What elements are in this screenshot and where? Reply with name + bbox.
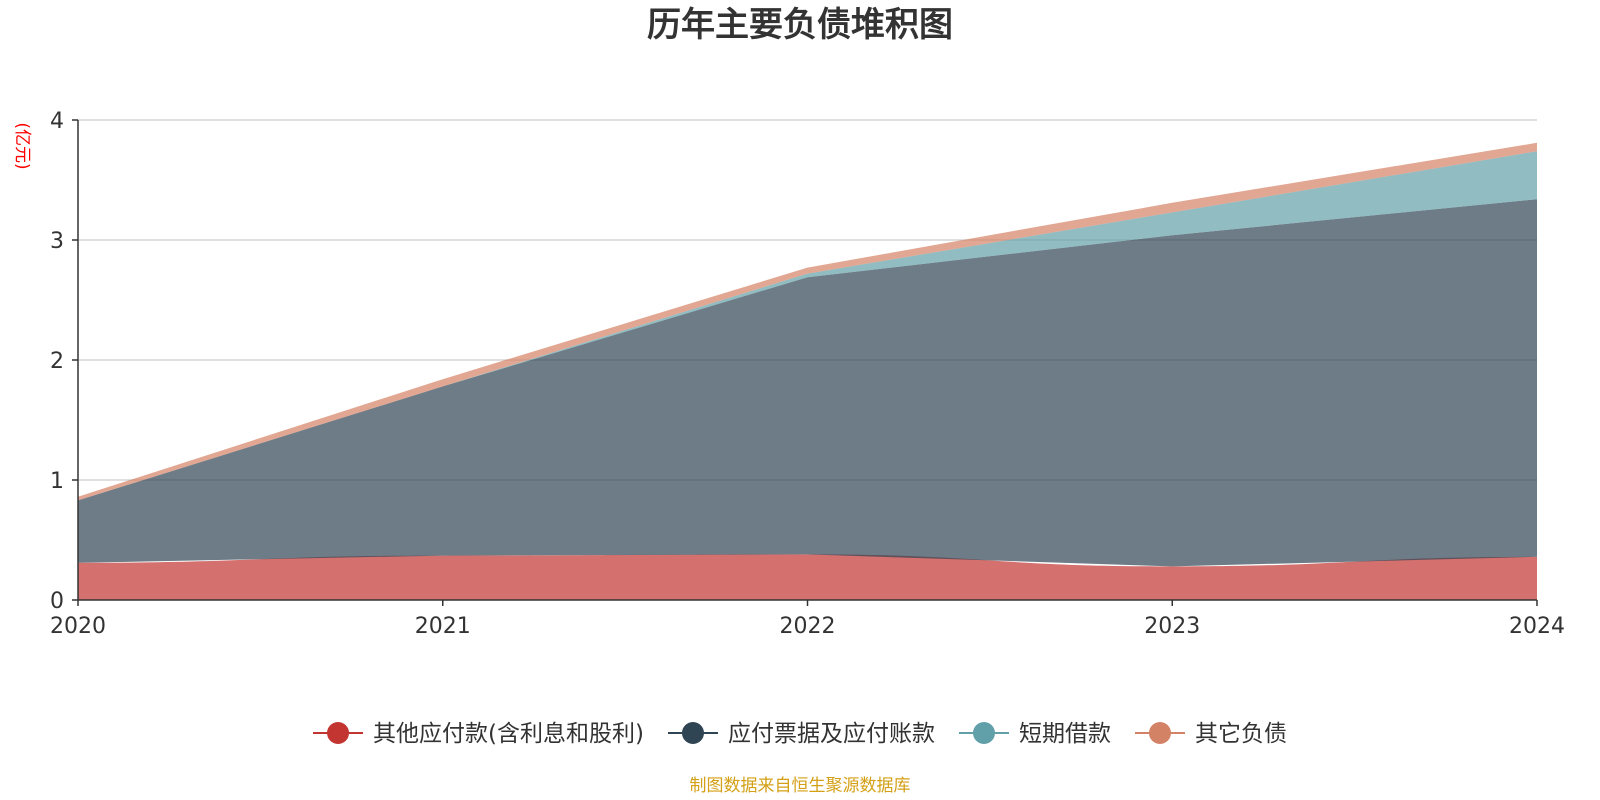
x-tick-label: 2023 (1144, 614, 1200, 639)
x-tick-label: 2020 (50, 614, 106, 639)
y-axis-unit-label: (亿元) (12, 122, 32, 169)
chart-title: 历年主要负债堆积图 (647, 5, 953, 45)
legend-label: 短期借款 (1019, 721, 1111, 747)
x-tick-label: 2022 (780, 614, 836, 639)
y-tick-label: 2 (50, 349, 64, 374)
y-tick-label: 4 (50, 109, 64, 134)
legend-label: 应付票据及应付账款 (728, 721, 935, 747)
legend-circle-marker (681, 722, 704, 744)
legend-circle-marker (1148, 722, 1171, 744)
area-series-3 (78, 151, 1537, 501)
x-tick-label: 2021 (415, 614, 471, 639)
legend-item[interactable]: 其它负债 (1134, 721, 1287, 747)
data-source-note: 制图数据来自恒生聚源数据库 (690, 776, 911, 796)
legend: 其他应付款(含利息和股利) 应付票据及应付账款 短期借款 其它负债 (313, 721, 1287, 747)
axes: 0 1 2 3 4 2020 2021 2022 2023 2024 (50, 109, 1565, 639)
x-tick-label: 2024 (1509, 614, 1565, 639)
area-series-1 (78, 554, 1537, 600)
y-tick-label: 3 (50, 229, 64, 254)
legend-item[interactable]: 其他应付款(含利息和股利) (313, 721, 644, 747)
legend-label: 其他应付款(含利息和股利) (373, 721, 644, 747)
y-tick-label: 0 (50, 589, 64, 614)
legend-circle-marker (972, 722, 995, 744)
legend-label: 其它负债 (1195, 721, 1287, 747)
legend-circle-marker (327, 722, 350, 744)
legend-item[interactable]: 短期借款 (958, 721, 1111, 747)
area-series (78, 142, 1537, 600)
area-series-2 (78, 199, 1537, 567)
y-tick-label: 1 (50, 469, 64, 494)
legend-item[interactable]: 应付票据及应付账款 (667, 721, 935, 747)
